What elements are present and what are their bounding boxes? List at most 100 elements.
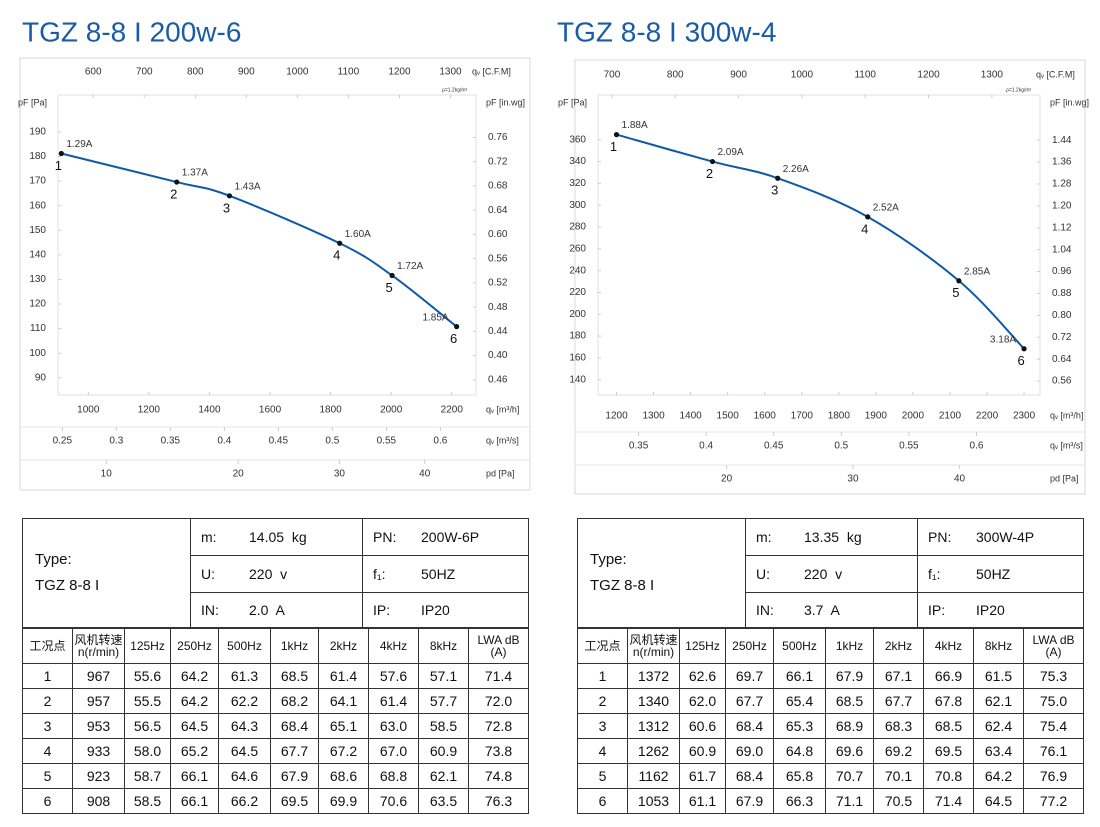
data-cell: 68.4 (270, 713, 319, 739)
x-tick-label: 1400 (679, 411, 702, 422)
point-number: 4 (861, 221, 868, 236)
data-cell: 69.0 (725, 738, 774, 764)
point (226, 193, 233, 199)
data-cell: 57.6 (368, 663, 419, 689)
charts: TGZ 8-8 I 200w-6 pF [Pa] pF [in.wg] qᵥ [m³/… (18, 16, 1089, 495)
extra-axis-title: qᵥ [m³/s] (1050, 440, 1083, 450)
current-label: 1.85A (422, 312, 448, 323)
y2-axis-title: pF [in.wg] (486, 97, 525, 107)
data-cell: 64.5 (170, 713, 219, 739)
type-value: TGZ 8-8 I (35, 577, 100, 594)
y-tick-label: 140 (569, 374, 586, 385)
data-cell: 64.8 (773, 738, 826, 764)
extra-tick-label: 0.45 (764, 441, 784, 452)
point (454, 324, 460, 330)
header-cell: 风机转速 n(r/min) (627, 628, 680, 664)
extra-tick-label: 30 (334, 469, 346, 480)
y-tick-label: 320 (569, 178, 586, 189)
info-row: Type: TGZ 8-8 I m: 13.35 kg PN: 300W-4P (577, 518, 1084, 628)
table-body: 1 967 55.6 64.2 61.3 68.5 61.4 57.6 57.1 71.4 2 957… (22, 663, 529, 814)
x-tick-label: 2200 (441, 405, 464, 416)
data-cell: 4 (577, 738, 628, 764)
data-cell: 61.5 (973, 663, 1024, 689)
x-tick-label: 2100 (939, 411, 962, 422)
data-cell: 1053 (627, 788, 680, 814)
info-cell: f₁: 50HZ (917, 555, 1084, 593)
y-tick-label: 90 (35, 372, 47, 383)
y2-tick-label: 0.68 (488, 181, 508, 192)
info-row: U: 220 v f₁: 50HZ (23, 555, 529, 593)
extra-tick-label: 10 (101, 469, 113, 480)
point (1021, 346, 1027, 352)
info-value: 50HZ (976, 566, 1011, 582)
data-cell: 58.7 (124, 763, 171, 789)
data-cell: 73.8 (468, 738, 529, 764)
data-cell: 68.2 (270, 688, 319, 714)
extra-tick-label: 30 (847, 474, 859, 485)
top-tick-label: 1200 (388, 67, 411, 78)
y-tick-label: 220 (569, 287, 586, 298)
point (865, 214, 871, 220)
data-cell: 65.3 (773, 713, 826, 739)
data-cell: 68.5 (825, 688, 874, 714)
point (709, 158, 716, 165)
extra-tick-label: 0.55 (377, 436, 397, 447)
info-cell: U: 220 v (190, 555, 363, 593)
header-row: 工况点 风机转速 n(r/min) 125Hz 250Hz 500Hz 1kHz 2kHz 4… (22, 628, 529, 664)
x-tick-label: 1800 (319, 405, 342, 416)
type-value: TGZ 8-8 I (590, 577, 655, 594)
data-cell: 933 (72, 738, 125, 764)
info-cell: m: 13.35 kg (745, 518, 918, 556)
data-cell: 61.3 (218, 663, 271, 689)
header-cell: 500Hz (773, 628, 826, 664)
top-tick-label: 700 (136, 67, 153, 78)
data-cell: 69.9 (318, 788, 369, 814)
y2-tick-label: 0.80 (1052, 310, 1072, 321)
plot-area (597, 94, 1041, 396)
data-cell: 2 (577, 688, 628, 714)
data-cell: 66.1 (170, 788, 219, 814)
point (58, 150, 64, 157)
data-cell: 1312 (627, 713, 680, 739)
current-label: 3.18A (990, 334, 1016, 345)
extra-tick-label: 0.45 (269, 436, 289, 447)
y2-tick-label: 0.44 (488, 326, 508, 337)
current-label: 1.72A (397, 261, 423, 272)
extra-tick-label: 0.35 (629, 441, 649, 452)
info-label: IP: (928, 602, 946, 618)
data-cell: 2 (22, 688, 73, 714)
top-tick-label: 1100 (338, 67, 360, 78)
data-cell: 76.9 (1023, 763, 1084, 789)
x-tick-label: 1500 (717, 411, 740, 422)
extra-tick-label: 0.5 (834, 441, 848, 452)
data-cell: 67.2 (318, 738, 369, 764)
point-number: 2 (170, 186, 177, 201)
info-label: PN: (373, 529, 397, 545)
header-cell: 500Hz (218, 628, 271, 664)
data-cell: 67.9 (825, 663, 874, 689)
info-label: f₁: (373, 566, 386, 582)
curve (616, 133, 1025, 350)
info-cell: IP: IP20 (917, 592, 1084, 628)
data-row: 4 1262 60.9 69.0 64.8 69.6 69.2 69.5 63.4 76.1 (577, 738, 1084, 764)
data-cell: 60.9 (679, 738, 726, 764)
data-cell: 923 (72, 763, 125, 789)
data-cell: 67.7 (725, 688, 774, 714)
data-cell: 60.6 (679, 713, 726, 739)
top-tick-label: 1100 (854, 70, 876, 81)
info-row: IN: 2.0 A IP: IP20 (23, 592, 529, 628)
info-value: 3.7 A (804, 602, 840, 618)
y-tick-label: 140 (29, 249, 46, 260)
x-tick-label: 1200 (605, 411, 628, 422)
y-tick-label: 120 (29, 299, 46, 310)
data-cell: 957 (72, 688, 125, 714)
data-cell: 64.1 (318, 688, 369, 714)
x-tick-label: 1200 (138, 405, 161, 416)
y-tick-label: 130 (29, 274, 46, 285)
top-tick-label: 800 (667, 70, 684, 81)
x-tick-label: 1000 (77, 405, 100, 416)
info-row: IN: 3.7 A IP: IP20 (578, 592, 1084, 628)
info-value: 220 v (249, 566, 288, 582)
type-label: Type: (590, 551, 627, 568)
